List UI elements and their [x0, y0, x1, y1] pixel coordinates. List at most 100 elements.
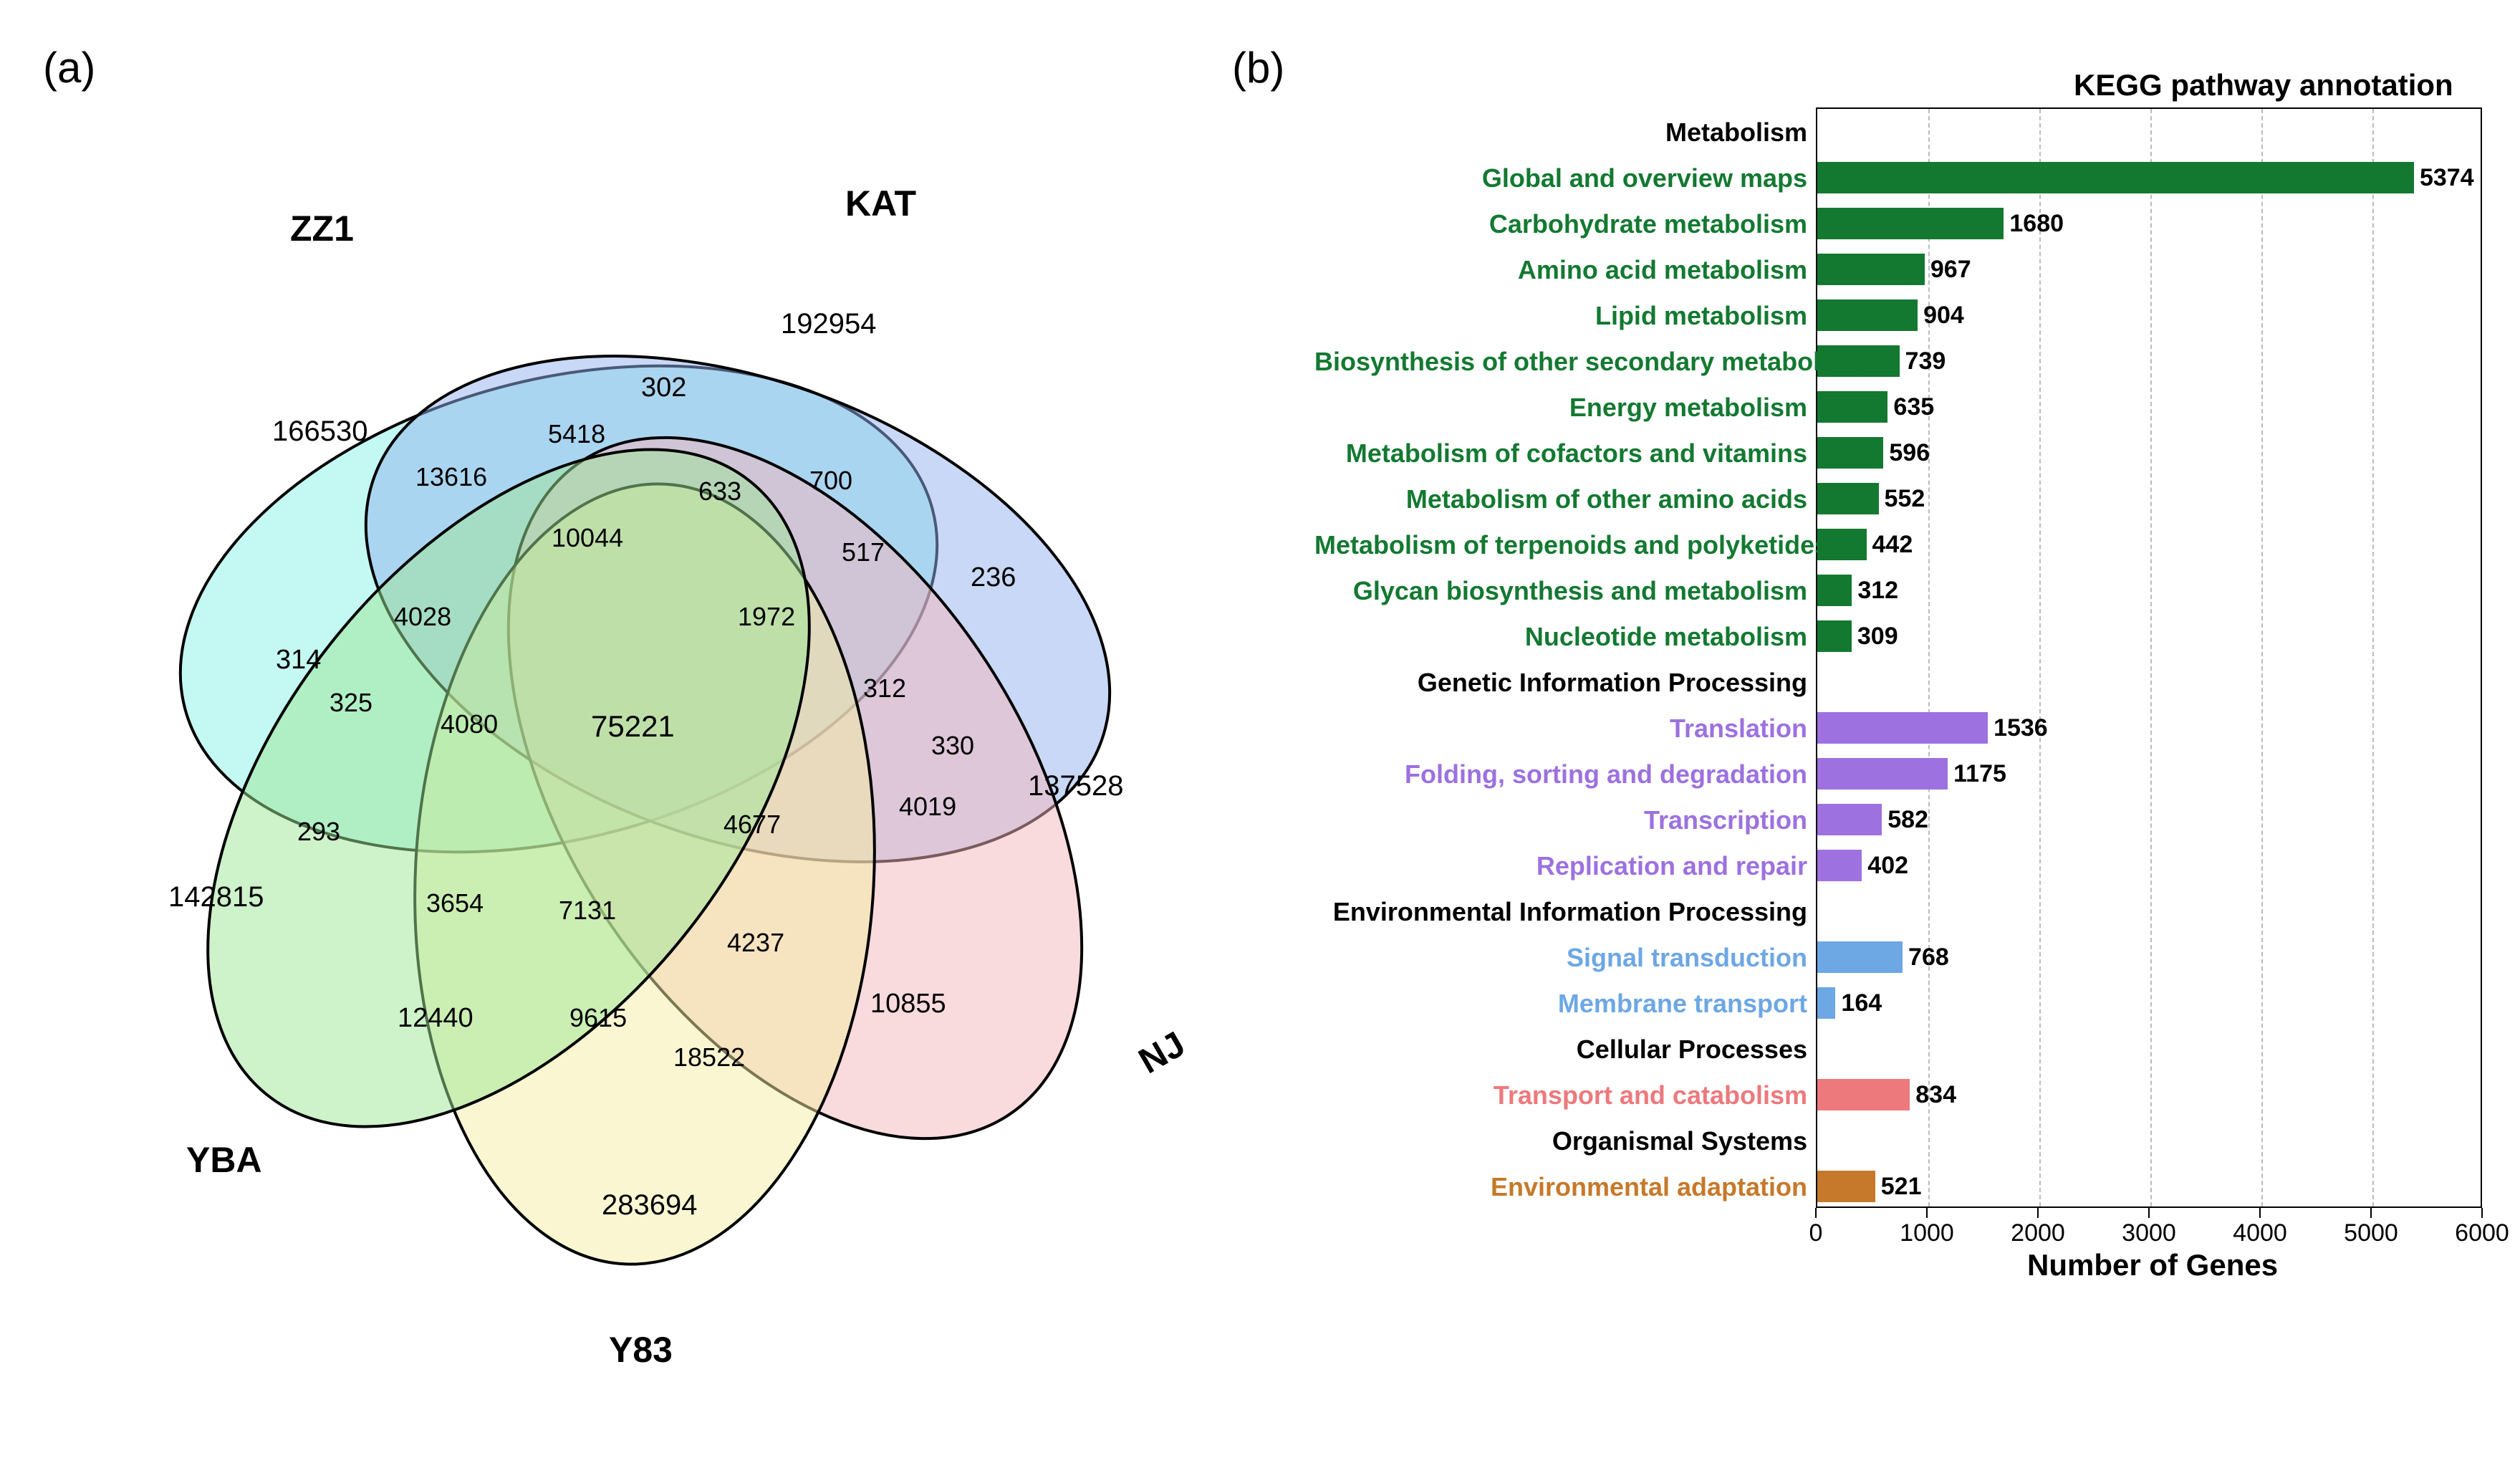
bar-label: Metabolism of cofactors and vitamins — [1314, 438, 1807, 469]
xtick-mark — [1815, 1208, 1817, 1218]
venn-count: 137528 — [1028, 770, 1123, 802]
venn-count: 325 — [330, 688, 372, 718]
bar-label: Metabolism of other amino acids — [1314, 484, 1807, 514]
bar — [1817, 391, 1887, 423]
venn-count: 7131 — [559, 896, 616, 926]
bar-label: Biosynthesis of other secondary metaboli… — [1314, 347, 1807, 377]
venn-count: 4237 — [727, 928, 784, 958]
bar — [1817, 1079, 1910, 1110]
x-axis-label: Number of Genes — [2027, 1248, 2278, 1282]
venn-count: 293 — [297, 817, 340, 847]
bar — [1817, 299, 1918, 331]
venn-label-zz1: ZZ1 — [290, 208, 354, 249]
xtick-label: 6000 — [2455, 1219, 2509, 1247]
bar-label: Environmental adaptation — [1314, 1172, 1807, 1202]
venn-count: 10044 — [552, 523, 623, 553]
bar — [1817, 162, 2414, 193]
bar-value: 521 — [1881, 1173, 1922, 1201]
venn-count: 283694 — [602, 1189, 697, 1222]
bar-value: 309 — [1857, 623, 1898, 651]
bar-plot-area — [1816, 107, 2482, 1208]
venn-count: 4019 — [899, 792, 956, 822]
xtick-label: 0 — [1809, 1219, 1823, 1247]
bar — [1817, 987, 1835, 1019]
venn-count: 192954 — [781, 308, 876, 340]
bar-value: 552 — [1885, 485, 1925, 513]
bar-label: Membrane transport — [1314, 989, 1807, 1019]
category-header: Metabolism — [1314, 117, 1807, 148]
bar-value: 739 — [1905, 347, 1946, 375]
xtick-label: 3000 — [2122, 1219, 2176, 1247]
bar-title: KEGG pathway annotation — [2074, 68, 2453, 102]
venn-count: 13616 — [415, 462, 487, 492]
bar-label: Transcription — [1314, 805, 1807, 835]
venn-count: 1972 — [738, 602, 795, 632]
bar-value: 442 — [1872, 531, 1913, 559]
subplot-label-b: (b) — [1232, 43, 1284, 92]
xtick-label: 4000 — [2233, 1219, 2287, 1247]
venn-count: 312 — [863, 673, 906, 704]
venn-count: 5418 — [548, 419, 605, 449]
venn-count: 4080 — [441, 709, 498, 739]
venn-count: 4677 — [723, 810, 781, 840]
bar-value: 834 — [1915, 1081, 1956, 1109]
xtick-label: 1000 — [1900, 1219, 1954, 1247]
venn-count: 142815 — [168, 881, 264, 913]
venn-count: 4028 — [394, 602, 451, 632]
bar-value: 904 — [1923, 302, 1964, 330]
venn-count: 12440 — [398, 1003, 473, 1034]
bar-value: 967 — [1930, 256, 1971, 284]
venn-count: 9615 — [569, 1003, 627, 1033]
bar-value: 596 — [1889, 439, 1930, 467]
category-header: Cellular Processes — [1314, 1035, 1807, 1065]
venn-label-yba: YBA — [186, 1139, 262, 1181]
xtick-label: 5000 — [2344, 1219, 2398, 1247]
bar — [1817, 712, 1988, 744]
venn-count: 166530 — [272, 416, 367, 448]
xtick-mark — [2370, 1208, 2372, 1218]
bar-value: 635 — [1893, 393, 1934, 421]
bar — [1817, 1171, 1875, 1202]
venn-count: 633 — [698, 476, 741, 507]
bar-value: 582 — [1887, 806, 1928, 834]
gridline — [2150, 109, 2152, 1206]
xtick-label: 2000 — [2011, 1219, 2065, 1247]
bar-value: 312 — [1857, 577, 1898, 605]
gridline — [2261, 109, 2263, 1206]
venn-count: 330 — [931, 731, 974, 761]
venn-count: 10855 — [870, 989, 946, 1019]
bar — [1817, 758, 1948, 790]
gridline — [2372, 109, 2374, 1206]
bar-label: Translation — [1314, 714, 1807, 744]
venn-count: 236 — [971, 562, 1016, 593]
bar — [1817, 254, 1925, 285]
bar-value: 402 — [1867, 852, 1908, 880]
bar-label: Lipid metabolism — [1314, 301, 1807, 331]
bar-label: Energy metabolism — [1314, 393, 1807, 423]
bar — [1817, 437, 1883, 469]
bar — [1817, 483, 1879, 514]
gridline — [1928, 109, 1930, 1206]
bar-label: Global and overview maps — [1314, 163, 1807, 193]
bar-label: Replication and repair — [1314, 851, 1807, 881]
bar-label: Nucleotide metabolism — [1314, 622, 1807, 652]
bar — [1817, 941, 1903, 973]
venn-diagram: ZZ1KATNJY83YBA16653019295413752828369414… — [115, 86, 1218, 1397]
venn-count: 700 — [809, 466, 852, 496]
bar-value: 5374 — [2420, 164, 2474, 192]
bar — [1817, 620, 1852, 652]
figure: (a) (b) ZZ1KATNJY83YBA166530192954137528… — [0, 0, 2520, 1473]
venn-label-kat: KAT — [845, 183, 916, 224]
subplot-label-a: (a) — [43, 43, 95, 92]
venn-label-y83: Y83 — [609, 1329, 673, 1371]
bar — [1817, 850, 1862, 881]
bar-label: Carbohydrate metabolism — [1314, 209, 1807, 239]
category-header: Organismal Systems — [1314, 1126, 1807, 1156]
bar-label: Amino acid metabolism — [1314, 255, 1807, 285]
bar-label: Folding, sorting and degradation — [1314, 759, 1807, 790]
bar-value: 1175 — [1953, 760, 2006, 788]
venn-count: 18522 — [673, 1042, 745, 1073]
bar-label: Transport and catabolism — [1314, 1080, 1807, 1110]
kegg-bar-chart: KEGG pathway annotation Metabolism Global… — [1314, 68, 2489, 1429]
bar — [1817, 575, 1852, 606]
